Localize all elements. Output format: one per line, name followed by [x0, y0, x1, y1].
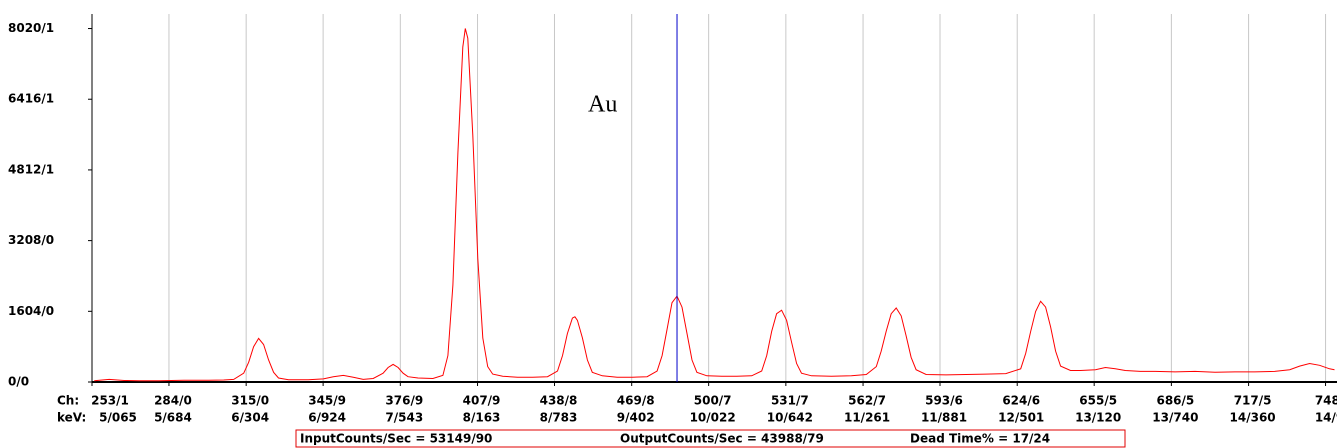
x2-tick-label: 6/924	[308, 411, 346, 425]
x2-tick-label: 10/022	[690, 411, 736, 425]
y-tick-label: 3208/0	[8, 233, 54, 247]
x2-tick-label: 7/543	[385, 411, 423, 425]
x-tick-label: 345/9	[308, 394, 346, 408]
x-tick-label: 748/	[1315, 394, 1337, 408]
x2-tick-label: 9/402	[617, 411, 655, 425]
footer-box	[295, 429, 1126, 448]
y-tick-label: 0/0	[8, 375, 29, 389]
x-tick-label: 531/7	[771, 394, 809, 408]
spectrum-line	[94, 28, 1335, 382]
x-tick-label: 284/0	[154, 394, 192, 408]
x2-tick-label: 5/684	[154, 411, 192, 425]
x-tick-label: 593/6	[925, 394, 963, 408]
x-tick-label: 253/1	[91, 394, 129, 408]
x2-tick-label: 12/501	[998, 411, 1044, 425]
x-tick-label: 655/5	[1079, 394, 1117, 408]
x-tick-label: 469/8	[617, 394, 655, 408]
x-tick-label: 376/9	[385, 394, 423, 408]
x-tick-label: 686/5	[1156, 394, 1194, 408]
y-tick-label: 1604/0	[8, 304, 54, 318]
x2-tick-label: 11/881	[921, 411, 967, 425]
x2-tick-label: 13/740	[1152, 411, 1198, 425]
x2-tick-label: 5/065	[99, 411, 137, 425]
x2-tick-label: 13/120	[1075, 411, 1121, 425]
y-tick-label: 6416/1	[8, 92, 54, 106]
x-tick-label: 315/0	[231, 394, 269, 408]
x-tick-label: 500/7	[694, 394, 732, 408]
x2-tick-label: 14/360	[1230, 411, 1276, 425]
x-axis-label: Ch:	[57, 394, 79, 408]
x2-tick-label: 8/783	[540, 411, 578, 425]
x2-axis-label: keV:	[57, 411, 86, 425]
x-tick-label: 438/8	[540, 394, 578, 408]
output-counts: OutputCounts/Sec = 43988/79	[620, 432, 824, 446]
y-tick-label: 8020/1	[8, 21, 54, 35]
x-tick-label: 624/6	[1002, 394, 1040, 408]
dead-time: Dead Time% = 17/24	[910, 432, 1050, 446]
x2-tick-label: 11/261	[844, 411, 890, 425]
x-tick-label: 407/9	[463, 394, 501, 408]
y-tick-label: 4812/1	[8, 162, 54, 176]
x-tick-label: 717/5	[1234, 394, 1272, 408]
input-counts: InputCounts/Sec = 53149/90	[300, 432, 492, 446]
x-tick-label: 562/7	[848, 394, 886, 408]
x2-tick-label: 14/9	[1315, 411, 1337, 425]
x2-tick-label: 8/163	[463, 411, 501, 425]
x2-tick-label: 6/304	[231, 411, 269, 425]
annotation: Au	[588, 92, 617, 118]
x2-tick-label: 10/642	[767, 411, 813, 425]
